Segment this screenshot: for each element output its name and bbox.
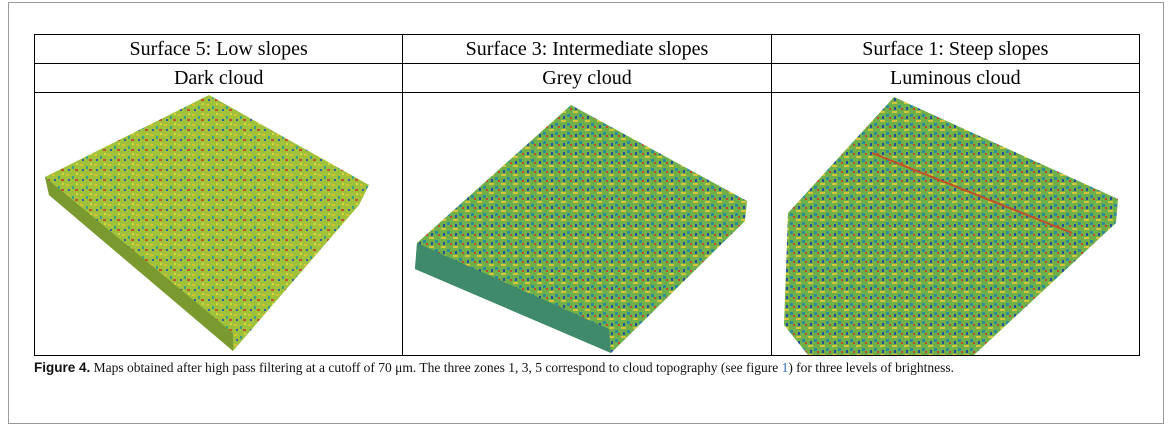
- table-header: Surface 1: Steep slopes: [770, 34, 1141, 64]
- caption-text: ) for three levels of brightness.: [788, 360, 955, 375]
- surface-edge: [44, 177, 233, 351]
- image-cell: [33, 92, 404, 356]
- image-cell: [402, 92, 772, 356]
- surface-ridge: [871, 152, 1073, 234]
- surface: [44, 95, 369, 351]
- surface: [783, 97, 1118, 355]
- surface-map: [783, 97, 1118, 355]
- figure-table: Surface 5: Low slopes Surface 3: Interme…: [33, 34, 1141, 356]
- table-cell: Luminous cloud: [770, 63, 1141, 93]
- surface-edge: [414, 243, 611, 353]
- surface-map: [414, 105, 747, 353]
- table-cell: Grey cloud: [402, 63, 772, 93]
- surface: [414, 105, 747, 353]
- table-header: Surface 5: Low slopes: [33, 34, 404, 64]
- caption-link[interactable]: 1: [781, 360, 789, 375]
- table-header: Surface 3: Intermediate slopes: [402, 34, 772, 64]
- table-cell: Dark cloud: [33, 63, 404, 93]
- caption-label: Figure 4.: [34, 360, 91, 375]
- surface-map: [44, 95, 369, 351]
- image-cell: [770, 92, 1141, 356]
- figure-caption: Figure 4. Maps obtained after high pass …: [34, 357, 1134, 379]
- caption-text: Maps obtained after high pass filtering …: [93, 360, 779, 375]
- figure-frame: [8, 2, 1164, 424]
